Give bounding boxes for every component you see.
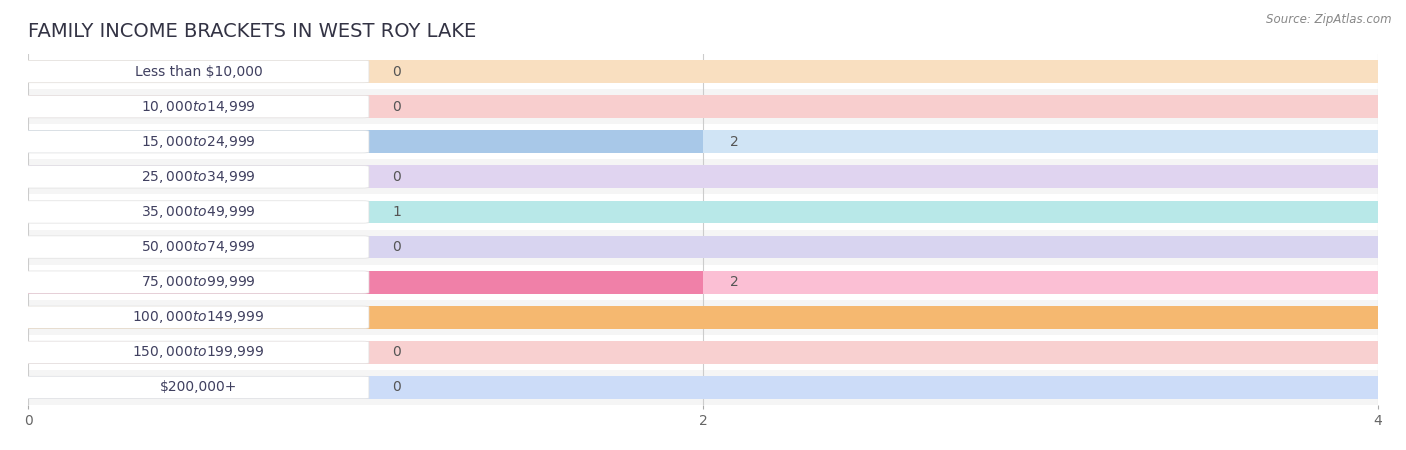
Bar bbox=[28, 265, 1378, 300]
Text: FAMILY INCOME BRACKETS IN WEST ROY LAKE: FAMILY INCOME BRACKETS IN WEST ROY LAKE bbox=[28, 22, 477, 41]
Bar bbox=[28, 341, 1378, 364]
Text: 0: 0 bbox=[392, 240, 401, 254]
Bar bbox=[28, 300, 1378, 335]
Bar bbox=[28, 376, 1378, 399]
Text: Less than $10,000: Less than $10,000 bbox=[135, 64, 263, 79]
Bar bbox=[28, 370, 1378, 405]
Bar bbox=[28, 271, 703, 293]
Text: $150,000 to $199,999: $150,000 to $199,999 bbox=[132, 344, 264, 360]
FancyBboxPatch shape bbox=[25, 236, 368, 258]
FancyBboxPatch shape bbox=[25, 95, 368, 118]
Text: $15,000 to $24,999: $15,000 to $24,999 bbox=[141, 134, 256, 150]
Bar bbox=[28, 60, 1378, 83]
Text: 0: 0 bbox=[392, 380, 401, 395]
Text: $75,000 to $99,999: $75,000 to $99,999 bbox=[141, 274, 256, 290]
Text: 2: 2 bbox=[730, 135, 738, 149]
FancyBboxPatch shape bbox=[25, 306, 368, 328]
Text: 0: 0 bbox=[392, 170, 401, 184]
Bar bbox=[28, 124, 1378, 159]
Text: $10,000 to $14,999: $10,000 to $14,999 bbox=[141, 99, 256, 115]
FancyBboxPatch shape bbox=[25, 271, 368, 293]
Text: $50,000 to $74,999: $50,000 to $74,999 bbox=[141, 239, 256, 255]
Bar bbox=[28, 306, 1378, 328]
FancyBboxPatch shape bbox=[25, 166, 368, 188]
Bar bbox=[28, 159, 1378, 194]
FancyBboxPatch shape bbox=[25, 341, 368, 364]
Bar bbox=[28, 201, 1378, 223]
Bar bbox=[28, 306, 1378, 328]
Bar bbox=[28, 271, 1378, 293]
Bar bbox=[28, 130, 703, 153]
Text: 0: 0 bbox=[392, 345, 401, 360]
FancyBboxPatch shape bbox=[25, 376, 368, 399]
Text: $25,000 to $34,999: $25,000 to $34,999 bbox=[141, 169, 256, 185]
Bar bbox=[28, 236, 1378, 258]
Text: 0: 0 bbox=[392, 64, 401, 79]
Bar bbox=[28, 201, 366, 223]
Bar bbox=[28, 335, 1378, 370]
Text: $35,000 to $49,999: $35,000 to $49,999 bbox=[141, 204, 256, 220]
Text: $100,000 to $149,999: $100,000 to $149,999 bbox=[132, 309, 264, 325]
Text: 1: 1 bbox=[392, 205, 402, 219]
Text: $200,000+: $200,000+ bbox=[160, 380, 238, 395]
FancyBboxPatch shape bbox=[25, 130, 368, 153]
Bar bbox=[28, 95, 1378, 118]
Text: 0: 0 bbox=[392, 99, 401, 114]
Bar bbox=[28, 54, 1378, 89]
Text: Source: ZipAtlas.com: Source: ZipAtlas.com bbox=[1267, 14, 1392, 27]
Bar bbox=[28, 166, 1378, 188]
FancyBboxPatch shape bbox=[25, 60, 368, 83]
Text: 2: 2 bbox=[730, 275, 738, 289]
Bar bbox=[28, 194, 1378, 230]
Bar bbox=[28, 230, 1378, 265]
FancyBboxPatch shape bbox=[25, 201, 368, 223]
Bar bbox=[28, 89, 1378, 124]
Bar bbox=[28, 130, 1378, 153]
